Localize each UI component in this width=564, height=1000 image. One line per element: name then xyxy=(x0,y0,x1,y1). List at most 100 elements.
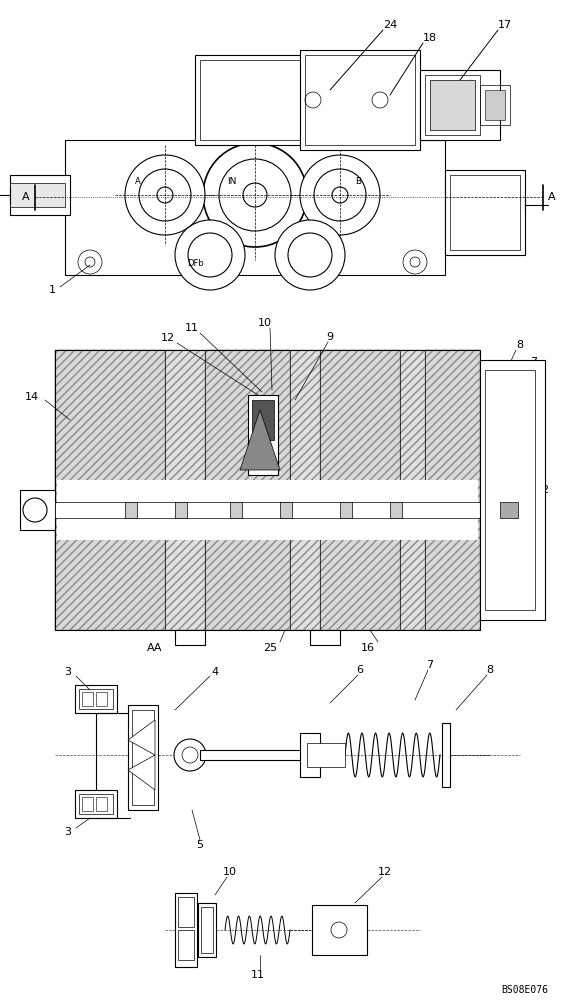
Text: B: B xyxy=(355,178,361,186)
Text: 4: 4 xyxy=(535,550,541,560)
Circle shape xyxy=(157,187,173,203)
Circle shape xyxy=(314,169,366,221)
Text: 2: 2 xyxy=(541,485,549,495)
Text: 12: 12 xyxy=(161,333,175,343)
Text: 8: 8 xyxy=(517,340,523,350)
Circle shape xyxy=(125,155,205,235)
Circle shape xyxy=(288,233,332,277)
Bar xyxy=(79,794,113,814)
Text: 7: 7 xyxy=(426,660,434,670)
Bar xyxy=(305,55,415,145)
Bar xyxy=(248,395,278,475)
Bar xyxy=(430,80,475,130)
Text: DFb: DFb xyxy=(187,258,204,267)
Bar xyxy=(480,360,545,620)
Circle shape xyxy=(332,187,348,203)
Bar xyxy=(200,750,305,760)
Text: 18: 18 xyxy=(423,33,437,43)
Text: 12: 12 xyxy=(378,867,392,877)
Bar xyxy=(178,897,194,927)
Circle shape xyxy=(188,233,232,277)
Circle shape xyxy=(243,183,267,207)
Bar xyxy=(320,350,400,630)
Bar xyxy=(420,70,500,140)
Circle shape xyxy=(331,922,347,938)
Text: 17: 17 xyxy=(498,20,512,30)
Polygon shape xyxy=(128,720,155,755)
Polygon shape xyxy=(128,755,155,790)
Bar xyxy=(230,502,242,518)
Bar xyxy=(198,903,216,957)
Bar xyxy=(425,350,480,630)
Bar xyxy=(425,75,480,135)
Bar xyxy=(312,905,367,955)
Text: 6: 6 xyxy=(356,665,364,675)
Text: BS08E076: BS08E076 xyxy=(501,985,548,995)
Bar xyxy=(307,743,345,767)
Bar xyxy=(175,502,187,518)
Circle shape xyxy=(410,257,420,267)
Circle shape xyxy=(85,257,95,267)
Bar xyxy=(55,502,480,518)
Text: 5: 5 xyxy=(196,840,204,850)
Bar xyxy=(96,692,107,706)
Circle shape xyxy=(139,169,191,221)
Bar xyxy=(96,797,107,811)
Bar xyxy=(252,400,274,440)
Bar xyxy=(10,175,70,215)
Bar xyxy=(10,183,65,207)
Bar xyxy=(55,350,165,630)
Bar xyxy=(320,350,400,630)
Bar xyxy=(425,350,480,630)
Bar xyxy=(485,90,505,120)
Bar xyxy=(300,733,320,777)
Circle shape xyxy=(219,159,291,231)
Bar xyxy=(82,797,93,811)
Text: 8: 8 xyxy=(486,665,494,675)
Text: 25: 25 xyxy=(263,643,277,653)
Bar xyxy=(445,170,525,255)
Text: 11: 11 xyxy=(185,323,199,333)
Circle shape xyxy=(23,498,47,522)
Text: 7: 7 xyxy=(530,357,537,367)
Text: A: A xyxy=(23,192,30,202)
Circle shape xyxy=(403,250,427,274)
Bar xyxy=(485,370,535,610)
Bar xyxy=(390,502,402,518)
Bar xyxy=(132,710,154,805)
Text: IN: IN xyxy=(227,178,237,186)
Text: 10: 10 xyxy=(258,318,272,328)
Bar xyxy=(55,350,480,630)
Bar xyxy=(128,705,158,810)
Bar xyxy=(65,140,445,275)
Bar xyxy=(500,502,518,518)
Text: 24: 24 xyxy=(383,20,397,30)
Bar xyxy=(175,630,205,645)
Text: 4: 4 xyxy=(212,667,219,677)
Bar xyxy=(310,630,340,645)
Bar xyxy=(195,55,370,145)
Bar xyxy=(442,723,450,787)
Bar xyxy=(57,485,163,535)
Bar xyxy=(75,790,117,818)
Bar xyxy=(200,60,300,140)
Text: 1: 1 xyxy=(49,285,55,295)
Bar xyxy=(82,692,93,706)
Bar xyxy=(175,893,197,967)
Circle shape xyxy=(78,250,102,274)
Bar xyxy=(20,490,55,530)
Bar xyxy=(55,350,165,630)
Text: 6: 6 xyxy=(521,373,527,383)
Text: 11: 11 xyxy=(251,970,265,980)
Bar xyxy=(340,502,352,518)
Bar xyxy=(201,907,213,953)
Text: 3: 3 xyxy=(64,827,72,837)
Text: 9: 9 xyxy=(327,332,333,342)
Text: 10: 10 xyxy=(223,867,237,877)
Circle shape xyxy=(203,143,307,247)
Text: AA: AA xyxy=(147,643,163,653)
Text: 14: 14 xyxy=(25,392,39,402)
Text: A: A xyxy=(135,178,141,186)
Circle shape xyxy=(275,220,345,290)
Bar xyxy=(280,502,292,518)
